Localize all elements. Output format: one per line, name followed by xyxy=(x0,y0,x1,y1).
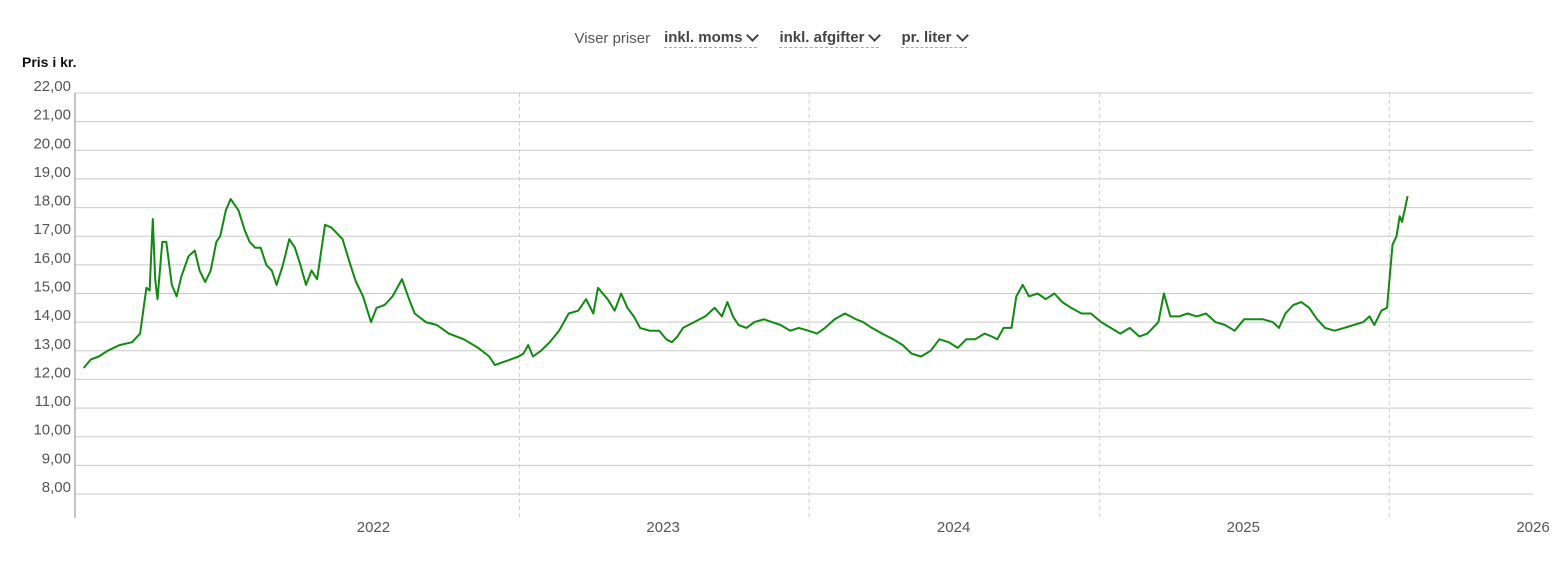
duties-select[interactable]: inkl. afgifter xyxy=(779,28,882,48)
y-tick-label: 8,00 xyxy=(42,479,71,496)
y-tick-label: 21,00 xyxy=(33,107,71,124)
x-tick-label: 2026 xyxy=(1516,519,1549,536)
y-tick-label: 14,00 xyxy=(33,307,71,324)
y-axis-title: Pris i kr. xyxy=(22,54,77,70)
duties-select-label: inkl. afgifter xyxy=(779,28,865,46)
unit-select[interactable]: pr. liter xyxy=(901,28,969,48)
y-tick-label: 13,00 xyxy=(33,336,71,353)
y-tick-label: 11,00 xyxy=(35,393,71,410)
vat-select[interactable]: inkl. moms xyxy=(664,28,760,48)
x-tick-label: 2022 xyxy=(357,519,390,536)
y-tick-label: 12,00 xyxy=(33,364,71,381)
y-tick-label: 16,00 xyxy=(33,250,71,267)
y-tick-label: 10,00 xyxy=(33,422,71,439)
x-tick-label: 2023 xyxy=(646,519,679,536)
y-tick-label: 18,00 xyxy=(33,193,71,210)
y-tick-label: 22,00 xyxy=(33,78,71,95)
y-tick-label: 9,00 xyxy=(42,450,71,467)
y-tick-label: 20,00 xyxy=(33,135,71,152)
y-tick-label: 17,00 xyxy=(33,221,71,238)
y-tick-label: 15,00 xyxy=(33,279,71,296)
price-display-controls: Viser priser inkl. moms inkl. afgifter p… xyxy=(0,26,1563,50)
y-tick-label: 19,00 xyxy=(33,164,71,181)
unit-select-label: pr. liter xyxy=(901,28,952,46)
x-tick-label: 2024 xyxy=(937,519,970,536)
x-tick-label: 2025 xyxy=(1227,519,1260,536)
vat-select-label: inkl. moms xyxy=(664,28,743,46)
controls-label: Viser priser xyxy=(574,29,651,47)
price-series-line xyxy=(82,195,1409,369)
